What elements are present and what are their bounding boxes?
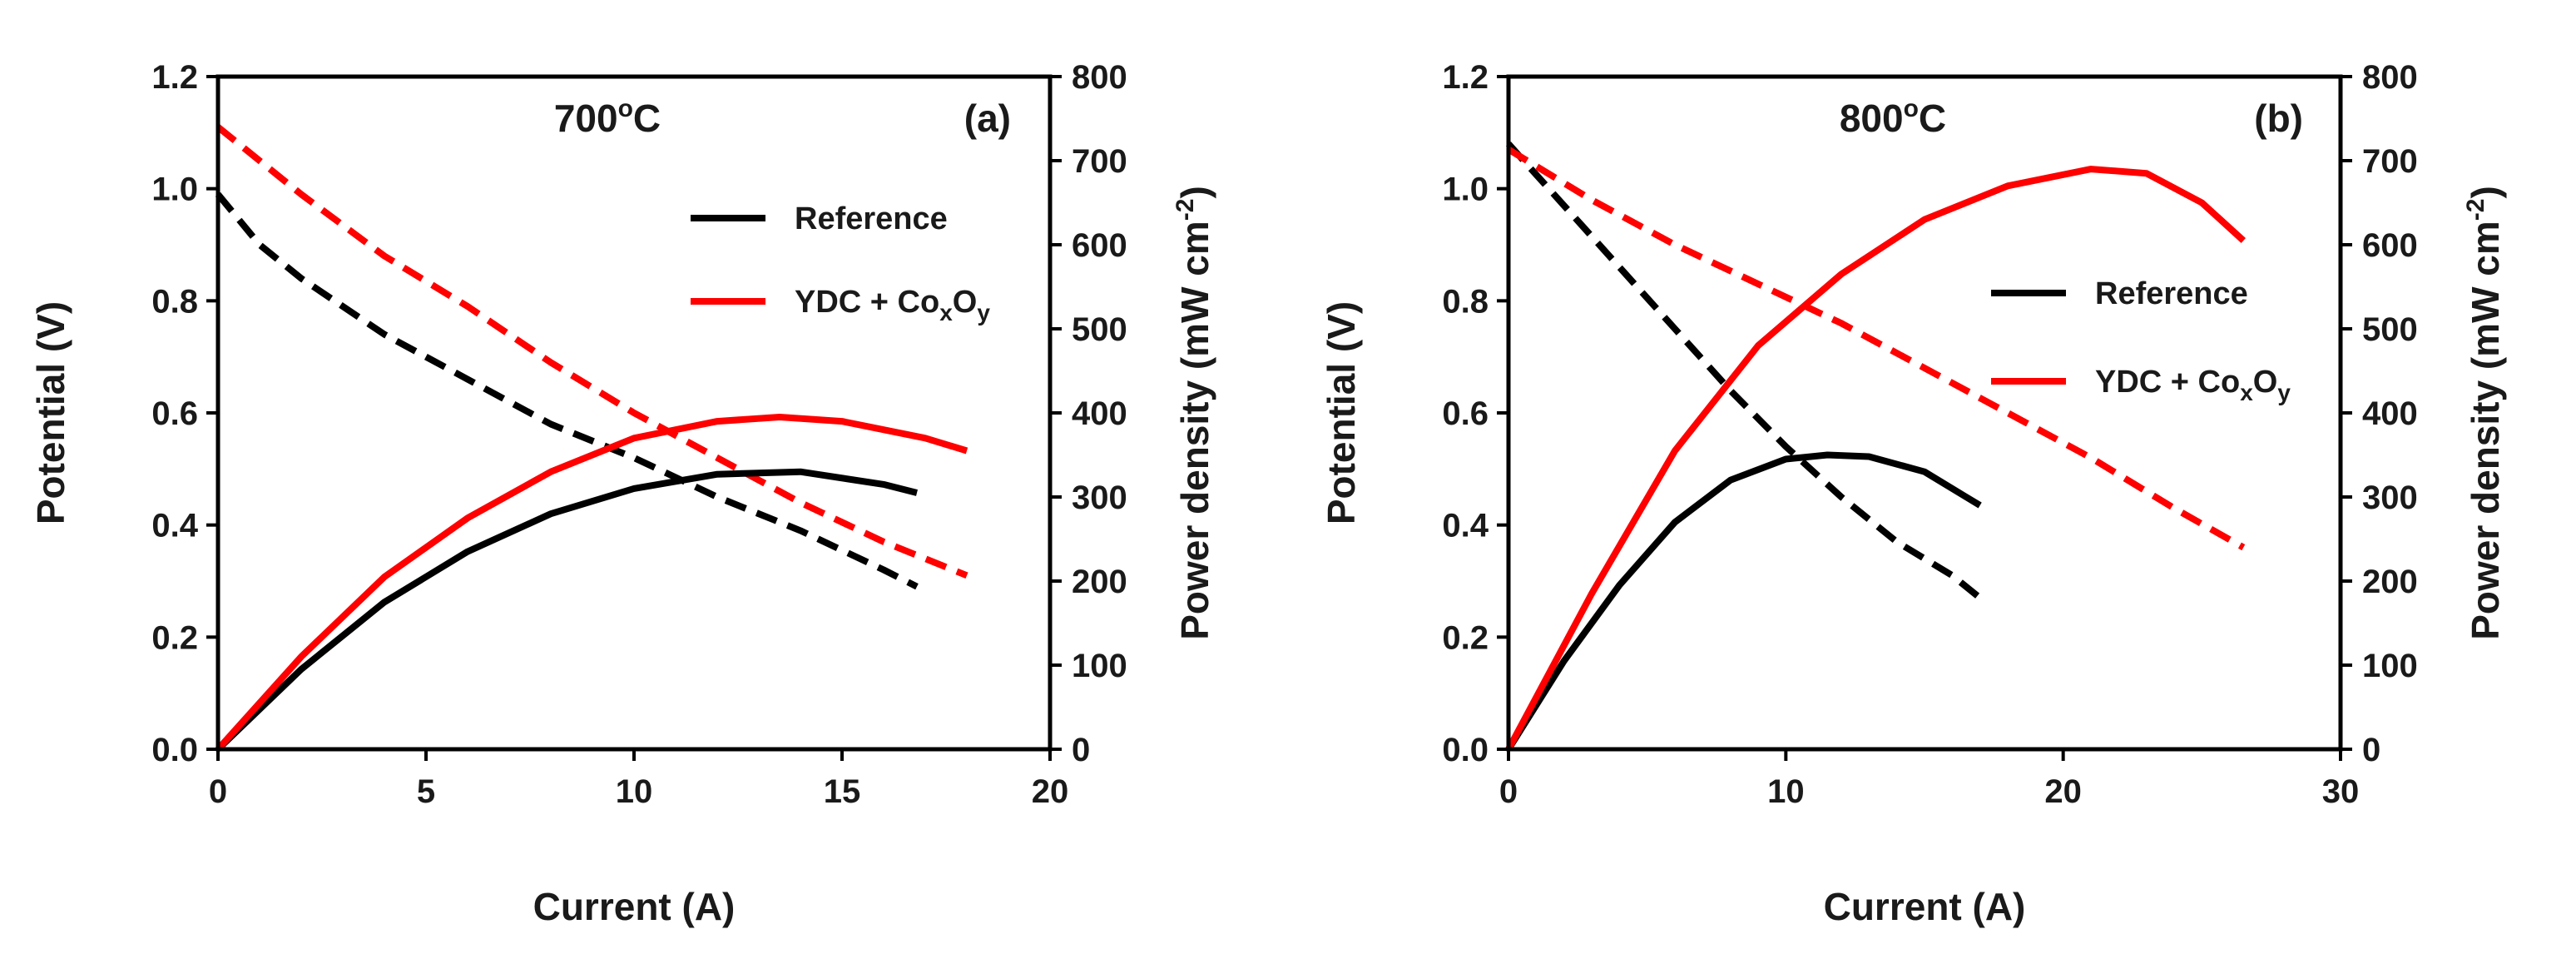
y-right-tick-label: 200 <box>1072 564 1127 600</box>
y-right-axis-title: Power density (mW cm-2) <box>1172 186 1216 640</box>
temperature-value: 800 <box>1840 97 1904 140</box>
y-left-tick-label: 0.4 <box>151 508 198 544</box>
y-right-title-text: Power density (mW cm <box>2464 221 2507 640</box>
series-power-ydc-line <box>215 414 968 752</box>
legend-subscript: x <box>2240 380 2253 405</box>
y-right-tick-label: 400 <box>1072 395 1127 432</box>
y-right-tick-label: 0 <box>1072 732 1090 768</box>
y-left-tick-label: 1.0 <box>1442 171 1489 208</box>
y-left-tick-label: 0.2 <box>151 619 198 656</box>
y-left-tick-label: 1.2 <box>1442 59 1489 96</box>
y-right-tick-label: 500 <box>2362 311 2418 348</box>
x-tick-label: 10 <box>1767 773 1805 810</box>
y-right-tick-label: 800 <box>1072 59 1127 96</box>
series-potential-reference-line <box>215 191 919 590</box>
temperature-degree: o <box>1904 95 1919 122</box>
x-tick-label: 20 <box>1032 773 1069 810</box>
y-left-tick-label: 0.8 <box>1442 283 1489 320</box>
y-right-tick-label: 100 <box>1072 648 1127 684</box>
y-right-title-close: ) <box>2464 186 2507 198</box>
y-right-tick-label: 700 <box>1072 143 1127 180</box>
y-right-tick-label: 600 <box>2362 227 2418 264</box>
y-right-tick-label: 100 <box>2362 648 2418 684</box>
y-left-tick-label: 0.6 <box>151 395 198 432</box>
y-left-axis-title: Potential (V) <box>1320 301 1363 524</box>
y-right-tick-label: 300 <box>2362 480 2418 516</box>
x-tick-label: 5 <box>417 773 435 810</box>
y-left-tick-label: 0.0 <box>1442 732 1489 768</box>
legend-text: O <box>953 285 978 320</box>
series-potential-ydc-line <box>215 124 968 579</box>
legend-text: Reference <box>2095 276 2248 311</box>
x-tick-label: 20 <box>2044 773 2082 810</box>
temperature-degree: o <box>618 95 633 122</box>
x-tick-label: 0 <box>209 773 227 810</box>
y-right-title-superscript: -2 <box>2462 199 2489 221</box>
temperature-label: 800oC <box>1840 95 1946 140</box>
y-right-tick-label: 200 <box>2362 564 2418 600</box>
temperature-value: 700 <box>554 97 618 140</box>
x-axis-title: Current (A) <box>533 885 736 928</box>
y-right-tick-label: 800 <box>2362 59 2418 96</box>
series-power-reference-line <box>215 468 918 752</box>
chart-panel-a: 0 5 10 15 20 0.0 0.2 0.4 0.6 0.8 1.0 1.2 0 100 200 300 4… <box>29 59 1216 928</box>
y-right-title-close: ) <box>1173 186 1216 198</box>
y-left-tick-label: 0.4 <box>1442 508 1489 544</box>
panel-tag: (b) <box>2254 97 2303 140</box>
temperature-unit: C <box>1919 97 1946 140</box>
legend-text: O <box>2253 365 2278 400</box>
y-left-tick-label: 0.8 <box>151 283 198 320</box>
legend-subscript: x <box>939 300 953 325</box>
legend-label-ydc: YDC + CoxOy <box>2095 365 2291 405</box>
y-right-axis-title: Power density (mW cm-2) <box>2462 186 2507 640</box>
legend-text: Reference <box>795 201 948 236</box>
y-right-tick-label: 300 <box>1072 480 1127 516</box>
plot-frame <box>1506 74 2343 752</box>
series-power-ydc-line <box>1505 166 2246 751</box>
legend-subscript: y <box>2277 380 2291 405</box>
series-potential-reference-line <box>1506 142 1983 601</box>
y-right-tick-label: 600 <box>1072 227 1127 264</box>
y-right-tick-label: 700 <box>2362 143 2418 180</box>
y-left-axis-title: Potential (V) <box>29 301 72 524</box>
temperature-unit: C <box>633 97 661 140</box>
legend-label-ydc: YDC + CoxOy <box>795 285 990 325</box>
y-right-tick-label: 400 <box>2362 395 2418 432</box>
chart-panel-b: 0 10 20 30 0.0 0.2 0.4 0.6 0.8 1.0 1.2 0 100 200 300 40… <box>1320 59 2507 928</box>
x-tick-label: 10 <box>616 773 653 810</box>
y-left-tick-label: 1.0 <box>151 171 198 208</box>
y-right-tick-label: 500 <box>1072 311 1127 348</box>
x-axis-title: Current (A) <box>1824 885 2026 928</box>
series-potential-ydc-line <box>1506 147 2246 551</box>
legend-label-reference: Reference <box>795 201 948 236</box>
x-tick-label: 30 <box>2322 773 2360 810</box>
temperature-label: 700oC <box>554 95 661 140</box>
x-tick-label: 0 <box>1499 773 1518 810</box>
series-power-reference-line <box>1505 451 1982 752</box>
x-tick-label: 15 <box>824 773 861 810</box>
y-left-tick-label: 1.2 <box>151 59 198 96</box>
legend-subscript: y <box>977 300 990 325</box>
panel-tag: (a) <box>964 97 1011 140</box>
y-left-tick-label: 0.6 <box>1442 395 1489 432</box>
legend-text: YDC + Co <box>795 285 939 320</box>
y-right-tick-label: 0 <box>2362 732 2380 768</box>
legend-label-reference: Reference <box>2095 276 2248 311</box>
y-right-title-superscript: -2 <box>1172 199 1199 221</box>
y-left-tick-label: 0.0 <box>151 732 198 768</box>
legend-text: YDC + Co <box>2095 365 2240 400</box>
y-right-title-text: Power density (mW cm <box>1173 221 1216 640</box>
y-left-tick-label: 0.2 <box>1442 619 1489 656</box>
